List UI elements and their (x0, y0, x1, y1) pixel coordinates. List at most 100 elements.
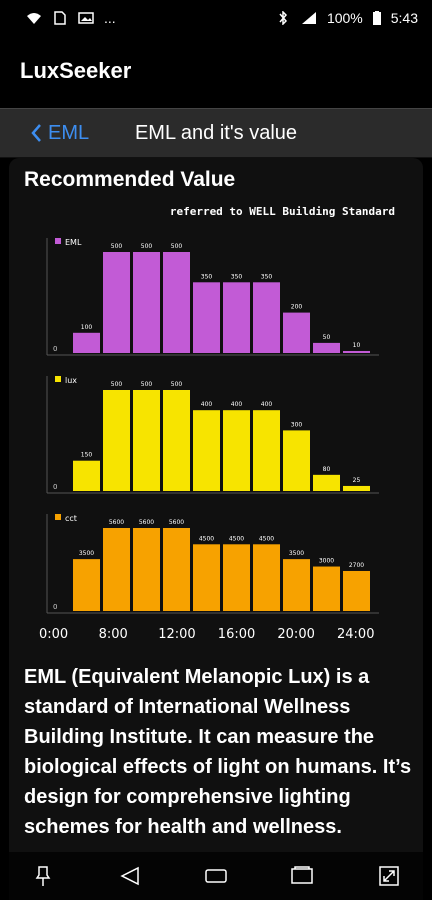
bluetooth-icon (279, 11, 287, 25)
bar (193, 282, 220, 353)
bar-data-label: 300 (291, 421, 303, 428)
recents-button[interactable] (282, 856, 322, 896)
page-title: EML and it's value (134, 122, 298, 144)
x-tick-label: 12:00 (158, 627, 195, 642)
bar-data-label: 10 (353, 342, 361, 349)
home-button[interactable] (196, 856, 236, 896)
bar (343, 570, 370, 611)
more-notifications-icon: ... (104, 10, 116, 26)
bar (163, 252, 190, 353)
pin-icon (35, 866, 51, 886)
bar (343, 485, 370, 491)
clock: 5:43 (390, 10, 418, 26)
bar (73, 332, 100, 353)
bar-data-label: 4500 (199, 535, 214, 542)
eml-description: EML (Equivalent Melanopic Lux) is a stan… (24, 666, 412, 838)
bar (133, 252, 160, 353)
x-tick-label: 24:00 (337, 627, 374, 642)
bar (283, 312, 310, 353)
signal-icon (301, 12, 316, 24)
bar (223, 410, 250, 491)
recents-icon (291, 866, 314, 884)
bar-data-label: 500 (111, 381, 123, 388)
zero-tick-label: 0 (53, 603, 57, 611)
bar-data-label: 5600 (139, 519, 154, 526)
bar (193, 410, 220, 491)
bar (253, 544, 280, 611)
bar-data-label: 3000 (319, 558, 334, 565)
legend-label: EML (65, 238, 82, 247)
legend-label: cct (65, 514, 77, 523)
x-tick-label: 16:00 (218, 627, 255, 642)
bar (223, 282, 250, 353)
system-navigation-bar (0, 852, 432, 900)
bar (73, 559, 100, 611)
bar-data-label: 5600 (169, 519, 184, 526)
bar (103, 390, 130, 491)
bar-data-label: 500 (141, 243, 153, 250)
bar (103, 528, 130, 611)
legend-label: lux (65, 376, 77, 385)
back-label: EML (48, 121, 90, 144)
bar (223, 544, 250, 611)
bar-data-label: 200 (291, 304, 303, 311)
legend-swatch (55, 376, 61, 382)
bar-data-label: 500 (141, 381, 153, 388)
zero-tick-label: 0 (53, 483, 57, 491)
x-tick-label: 8:00 (99, 627, 128, 642)
bar (313, 342, 340, 353)
reference-note: referred to WELL Building Standard (169, 205, 395, 218)
bar-data-label: 5600 (109, 519, 124, 526)
battery-icon (372, 11, 381, 25)
bar (193, 544, 220, 611)
bar (73, 460, 100, 491)
file-icon (54, 11, 66, 25)
status-right-icons: 100% 5:43 (275, 10, 418, 26)
home-icon (205, 869, 227, 883)
bar-data-label: 4500 (229, 535, 244, 542)
expand-icon (379, 866, 399, 886)
bar-data-label: 4500 (259, 535, 274, 542)
bar (283, 430, 310, 491)
bar-data-label: 400 (261, 401, 273, 408)
x-tick-label: 0:00 (39, 627, 68, 642)
bar-data-label: 400 (201, 401, 213, 408)
bar (313, 474, 340, 491)
recommended-value-charts: EML 0 100 500 500 500 350 350 350 200 50 10 lux 0 150 5… (39, 238, 379, 642)
bar-data-label: 25 (353, 477, 361, 484)
bar (283, 559, 310, 611)
image-icon (78, 12, 94, 24)
x-tick-label: 20:00 (277, 627, 314, 642)
content-panel: Recommended Value referred to WELL Build… (9, 158, 423, 900)
bar (313, 566, 340, 611)
bar-data-label: 400 (231, 401, 243, 408)
bar-data-label: 500 (111, 243, 123, 250)
chevron-left-icon (31, 124, 41, 142)
bar (253, 282, 280, 353)
bar (163, 528, 190, 611)
app-bar: LuxSeeker (0, 36, 432, 106)
bar (163, 390, 190, 491)
expand-button[interactable] (369, 856, 409, 896)
bar-data-label: 500 (171, 381, 183, 388)
pin-button[interactable] (23, 856, 63, 896)
battery-percent: 100% (326, 10, 363, 26)
status-bar: ... 100% 5:43 (0, 0, 432, 36)
bar-data-label: 350 (201, 273, 213, 280)
bar (133, 390, 160, 491)
navigation-bar: EML and it's value EML (0, 108, 432, 158)
legend-swatch (55, 514, 61, 520)
bar (253, 410, 280, 491)
bar-data-label: 500 (171, 243, 183, 250)
wifi-icon (27, 13, 41, 24)
zero-tick-label: 0 (53, 345, 57, 353)
bar-data-label: 100 (81, 324, 93, 331)
triangle-back-icon (119, 866, 139, 886)
back-nav-button[interactable] (110, 856, 150, 896)
bar-data-label: 50 (323, 334, 331, 341)
bar-data-label: 80 (323, 466, 331, 473)
back-button[interactable]: EML (30, 109, 89, 157)
legend-swatch (55, 238, 61, 244)
status-left-icons: ... (26, 10, 116, 26)
bar (343, 350, 370, 353)
